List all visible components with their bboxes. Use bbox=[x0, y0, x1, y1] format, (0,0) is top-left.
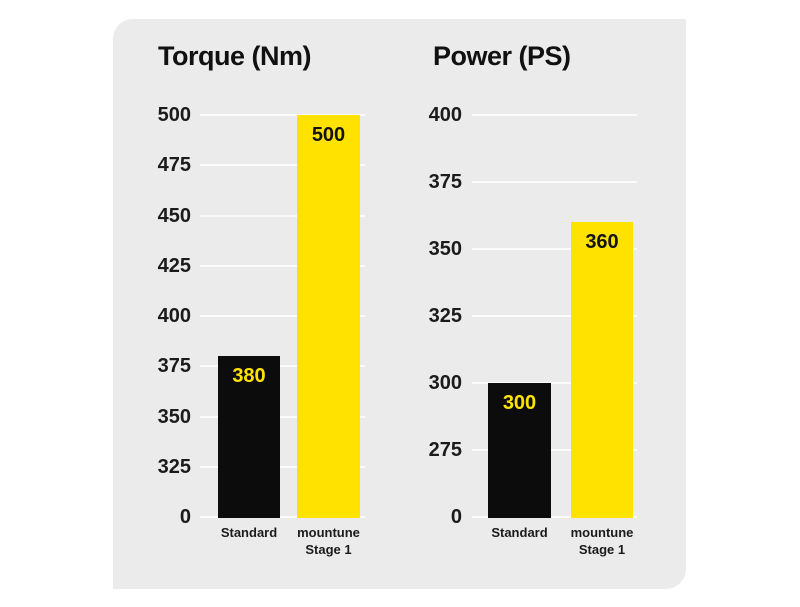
performance-comparison-card: Torque (Nm) Power (PS) 500 475 450 425 400 37… bbox=[113, 19, 686, 589]
power-gridline bbox=[472, 382, 637, 384]
torque-y-tick-label: 350 bbox=[157, 405, 191, 428]
torque-bar-mountune-stage-1 bbox=[297, 115, 360, 518]
torque-bar-standard bbox=[218, 356, 280, 518]
power-gridline bbox=[472, 114, 637, 116]
torque-y-tick-label: 0 bbox=[179, 506, 191, 528]
torque-x-category-label: Standard bbox=[220, 525, 278, 540]
power-bar-value-label: 300 bbox=[502, 392, 537, 414]
torque-x-category-label: mountune Stage 1 bbox=[297, 525, 360, 557]
power-gridline bbox=[472, 516, 637, 518]
torque-chart: 500 475 450 425 400 375 350 325 0 380 Standard 500 m… bbox=[113, 19, 686, 589]
power-y-tick-label: 300 bbox=[428, 372, 462, 394]
torque-gridline bbox=[200, 365, 365, 368]
power-gridline bbox=[472, 248, 637, 250]
power-x-category-label: Standard bbox=[491, 525, 548, 540]
power-y-tick-label: 0 bbox=[450, 506, 462, 528]
torque-chart-title: Torque (Nm) bbox=[158, 41, 311, 71]
power-x-category-label: mountune Stage 1 bbox=[570, 525, 634, 557]
torque-y-tick-label: 375 bbox=[157, 355, 191, 378]
torque-y-tick-label: 475 bbox=[157, 154, 191, 177]
power-bar-value-label: 360 bbox=[585, 231, 619, 254]
torque-y-tick-label: 450 bbox=[157, 204, 191, 227]
power-gridline bbox=[472, 449, 637, 451]
torque-gridline bbox=[200, 264, 365, 267]
torque-y-tick-label: 500 bbox=[157, 104, 191, 126]
power-chart: 400 375 350 325 300 275 0 300 Standard 360 mountun… bbox=[113, 19, 686, 589]
torque-gridline bbox=[200, 415, 365, 418]
torque-gridline bbox=[200, 315, 365, 317]
power-y-tick-label: 400 bbox=[428, 104, 462, 126]
power-bar-standard bbox=[488, 383, 551, 518]
torque-y-tick-label: 400 bbox=[157, 305, 191, 327]
power-y-tick-label: 375 bbox=[428, 171, 462, 193]
torque-bar-value-label: 500 bbox=[311, 124, 346, 146]
power-y-tick-label: 350 bbox=[428, 238, 462, 260]
power-y-tick-label: 275 bbox=[428, 439, 462, 461]
power-gridline bbox=[472, 315, 637, 317]
torque-gridline bbox=[200, 164, 365, 167]
torque-y-tick-label: 325 bbox=[157, 455, 191, 478]
torque-bar-value-label: 380 bbox=[232, 365, 266, 388]
torque-gridline bbox=[200, 114, 365, 116]
torque-gridline bbox=[200, 465, 365, 468]
power-gridline bbox=[472, 181, 637, 183]
torque-y-tick-label: 425 bbox=[157, 254, 191, 277]
torque-gridline bbox=[200, 516, 365, 518]
power-bar-mountune-stage-1 bbox=[571, 222, 633, 518]
power-y-tick-label: 325 bbox=[428, 305, 462, 327]
torque-gridline bbox=[200, 214, 365, 217]
power-chart-title: Power (PS) bbox=[433, 41, 571, 71]
